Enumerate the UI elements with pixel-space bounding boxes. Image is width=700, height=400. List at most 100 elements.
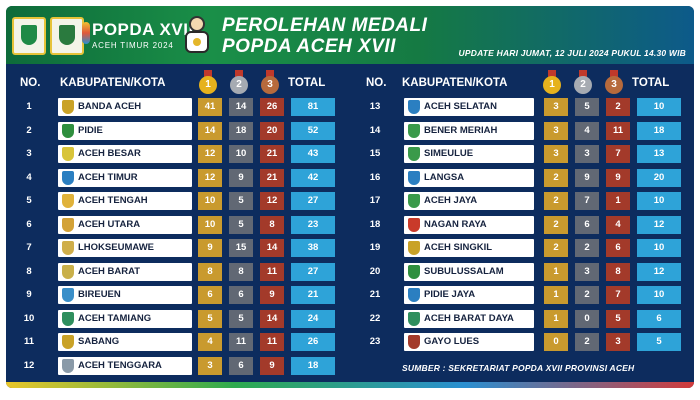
gold-medal-icon: 1 — [543, 70, 561, 94]
row-region: GAYO LUES — [404, 333, 534, 351]
table-row: 19 ACEH SINGKIL 2 2 6 10 — [362, 237, 684, 261]
shield-logo-icon — [12, 17, 46, 55]
row-number: 22 — [369, 312, 381, 324]
region-emblem-icon — [62, 288, 74, 302]
row-region: ACEH JAYA — [404, 192, 534, 210]
total-count: 10 — [637, 192, 681, 210]
total-count: 10 — [637, 239, 681, 257]
row-region: ACEH TAMIANG — [58, 309, 192, 328]
row-number: 4 — [26, 171, 32, 183]
row-number: 3 — [26, 148, 32, 159]
row-number: 1 — [26, 101, 32, 112]
region-name: NAGAN RAYA — [424, 218, 487, 230]
col-kabupaten: KABUPATEN/KOTA — [60, 77, 166, 89]
row-region: ACEH UTARA — [58, 215, 192, 234]
table-row: 1 BANDA ACEH 41 14 26 81 — [16, 96, 346, 120]
region-emblem-icon — [408, 311, 420, 326]
table-row: 3 ACEH BESAR 12 10 21 43 — [16, 143, 346, 167]
region-name: ACEH TIMUR — [78, 171, 138, 183]
gold-count: 5 — [198, 309, 222, 328]
bronze-count: 2 — [606, 98, 630, 116]
region-name: ACEH BESAR — [78, 148, 141, 159]
gold-count: 14 — [198, 121, 222, 140]
table-row: 2 PIDIE 14 18 20 52 — [16, 120, 346, 144]
gold-count: 2 — [544, 192, 568, 210]
row-number: 8 — [26, 265, 32, 277]
region-emblem-icon — [62, 123, 74, 138]
region-emblem-icon — [408, 170, 420, 185]
region-name: SABANG — [78, 336, 120, 347]
bronze-count: 3 — [606, 333, 630, 351]
row-number: 23 — [369, 336, 381, 347]
region-emblem-icon — [62, 264, 74, 279]
gold-count: 12 — [198, 168, 222, 187]
bronze-count: 11 — [260, 262, 284, 281]
gold-medal-icon: 1 — [199, 70, 217, 94]
silver-count: 11 — [229, 333, 253, 351]
gold-count: 2 — [544, 215, 568, 234]
table-row: 20 SUBULUSSALAM 1 3 8 12 — [362, 261, 684, 285]
total-count: 13 — [637, 145, 681, 163]
silver-count: 5 — [575, 98, 599, 116]
gold-count: 3 — [198, 356, 222, 375]
row-region: ACEH TENGAH — [58, 192, 192, 210]
row-number: 11 — [23, 336, 35, 347]
region-emblem-icon — [408, 288, 420, 302]
bronze-medal-icon: 3 — [605, 70, 623, 94]
col-total: TOTAL — [288, 77, 326, 89]
gold-count: 1 — [544, 309, 568, 328]
silver-count: 6 — [575, 215, 599, 234]
total-count: 21 — [291, 286, 335, 304]
mascot-icon — [182, 16, 212, 58]
row-number: 21 — [369, 289, 381, 300]
total-count: 27 — [291, 192, 335, 210]
table-row: 11 SABANG 4 11 11 26 — [16, 331, 346, 355]
gold-count: 8 — [198, 262, 222, 281]
row-number: 10 — [23, 312, 35, 324]
row-number: 18 — [369, 218, 381, 230]
bronze-count: 9 — [260, 356, 284, 375]
row-region: SUBULUSSALAM — [404, 262, 534, 281]
gold-count: 3 — [544, 121, 568, 140]
row-region: SABANG — [58, 333, 192, 351]
region-name: ACEH JAYA — [424, 195, 478, 206]
update-timestamp: UPDATE HARI JUMAT, 12 JULI 2024 PUKUL 14… — [458, 48, 686, 58]
total-count: 10 — [637, 286, 681, 304]
region-name: ACEH SINGKIL — [424, 242, 493, 253]
total-count: 18 — [637, 121, 681, 140]
total-count: 12 — [637, 215, 681, 234]
total-count: 18 — [291, 356, 335, 375]
col-kabupaten: KABUPATEN/KOTA — [402, 77, 508, 89]
row-region: ACEH BARAT — [58, 262, 192, 281]
table-row: 6 ACEH UTARA 10 5 8 23 — [16, 214, 346, 238]
table-row: 22 ACEH BARAT DAYA 1 0 5 6 — [362, 308, 684, 332]
bronze-count: 8 — [260, 215, 284, 234]
region-name: ACEH TAMIANG — [78, 312, 152, 324]
bronze-count: 7 — [606, 145, 630, 163]
region-emblem-icon — [408, 264, 420, 279]
row-number: 6 — [26, 218, 32, 230]
region-emblem-icon — [408, 217, 420, 232]
bronze-count: 9 — [260, 286, 284, 304]
table-row: 15 SIMEULUE 3 3 7 13 — [362, 143, 684, 167]
silver-count: 6 — [229, 286, 253, 304]
gold-count: 9 — [198, 239, 222, 257]
region-name: ACEH UTARA — [78, 218, 141, 230]
left-table: NO. KABUPATEN/KOTA 1 2 3 TOTAL 1 BANDA AC… — [16, 68, 346, 378]
table-row: 8 ACEH BARAT 8 8 11 27 — [16, 261, 346, 285]
silver-count: 2 — [575, 239, 599, 257]
silver-count: 2 — [575, 286, 599, 304]
table-row: 23 GAYO LUES 0 2 3 5 — [362, 331, 684, 355]
silver-count: 5 — [229, 309, 253, 328]
row-region: ACEH SINGKIL — [404, 239, 534, 257]
region-name: LANGSA — [424, 171, 465, 183]
region-name: PIDIE — [78, 124, 103, 136]
table-row: 12 ACEH TENGGARA 3 6 9 18 — [16, 355, 346, 379]
bronze-count: 21 — [260, 168, 284, 187]
gold-count: 41 — [198, 98, 222, 116]
row-number: 9 — [26, 289, 32, 300]
row-number: 12 — [23, 359, 35, 371]
bronze-count: 1 — [606, 192, 630, 210]
silver-count: 3 — [575, 145, 599, 163]
region-emblem-icon — [62, 335, 74, 349]
